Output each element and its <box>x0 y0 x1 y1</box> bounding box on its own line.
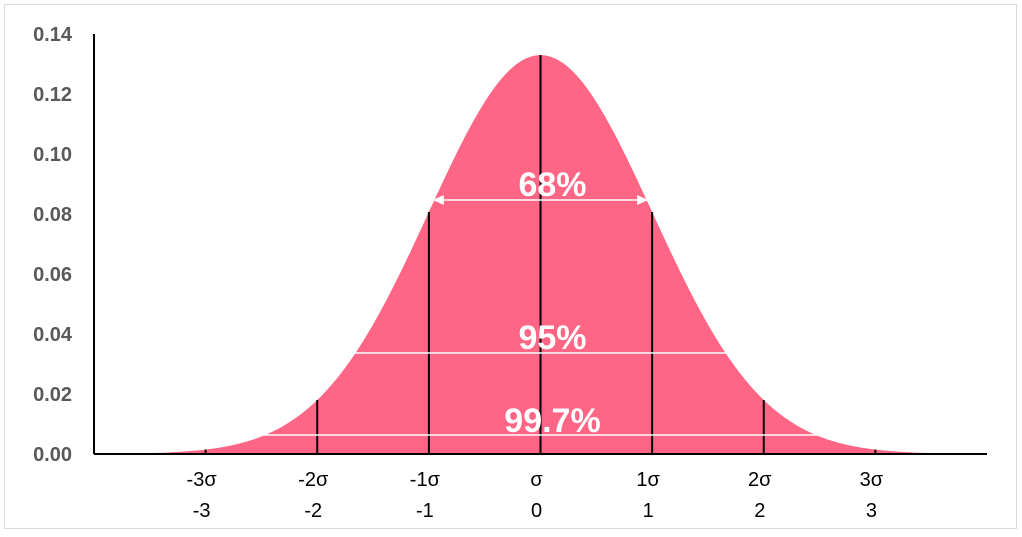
x-tick-value-label: -2 <box>304 500 322 522</box>
y-tick-label: 0.04 <box>33 324 73 346</box>
x-tick-sigma-label: -3σ <box>187 469 218 491</box>
x-tick-sigma-label: -1σ <box>410 469 441 491</box>
arrow-head-right <box>748 348 760 358</box>
interval-label: 99.7% <box>504 402 600 440</box>
interval-annotation: 95% <box>321 319 760 358</box>
arrow-head-left <box>209 430 221 440</box>
interval-label: 95% <box>518 319 586 357</box>
arrow-head-left <box>432 195 444 205</box>
x-tick-value-label: -3 <box>193 500 211 522</box>
y-tick-label: 0.14 <box>33 24 73 46</box>
interval-label: 68% <box>518 166 586 204</box>
x-tick-value-label: 3 <box>866 500 877 522</box>
interval-annotation: 99.7% <box>209 402 872 440</box>
y-tick-label: 0.02 <box>33 384 72 406</box>
arrow-head-right <box>860 430 872 440</box>
x-tick-sigma-label: σ <box>530 469 543 491</box>
x-tick-value-label: -1 <box>416 500 434 522</box>
x-tick-sigma-label: 2σ <box>748 469 772 491</box>
y-tick-label: 0.08 <box>33 204 72 226</box>
arrow-head-right <box>637 195 649 205</box>
x-tick-sigma-label: 1σ <box>636 469 660 491</box>
interval-annotation: 68% <box>432 166 649 205</box>
x-tick-value-label: 0 <box>531 500 542 522</box>
y-tick-label: 0.12 <box>33 84 72 106</box>
y-tick-label: 0.00 <box>33 444 72 466</box>
x-tick-sigma-label: -2σ <box>298 469 329 491</box>
x-tick-sigma-label: 3σ <box>860 469 884 491</box>
x-tick-value-label: 1 <box>643 500 654 522</box>
y-tick-label: 0.10 <box>33 144 72 166</box>
x-tick-value-label: 2 <box>754 500 765 522</box>
arrow-head-left <box>321 348 333 358</box>
y-tick-label: 0.06 <box>33 264 72 286</box>
